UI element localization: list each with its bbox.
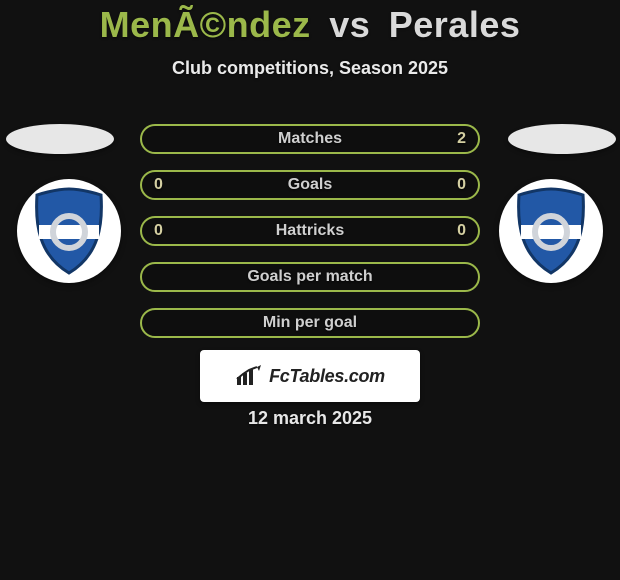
stat-row-hattricks: 0 Hattricks 0 <box>140 216 480 246</box>
stat-label: Hattricks <box>276 222 344 240</box>
shield-icon <box>23 185 115 277</box>
stat-label: Goals <box>288 176 332 194</box>
stat-label: Matches <box>278 130 342 148</box>
bars-icon <box>235 365 263 387</box>
comparison-date: 12 march 2025 <box>0 408 620 429</box>
stat-label: Min per goal <box>263 314 357 332</box>
stats-column: Matches 2 0 Goals 0 0 Hattricks 0 Goals … <box>140 124 480 354</box>
player1-avatar <box>6 124 114 154</box>
stat-row-goals-per-match: Goals per match <box>140 262 480 292</box>
player1-name: MenÃ©ndez <box>100 4 311 45</box>
stat-left-value: 0 <box>154 222 163 240</box>
stat-label: Goals per match <box>247 268 372 286</box>
branding-logo[interactable]: FcTables.com <box>200 350 420 402</box>
player2-name: Perales <box>389 4 521 45</box>
stat-row-matches: Matches 2 <box>140 124 480 154</box>
player2-avatar <box>508 124 616 154</box>
stat-right-value: 0 <box>457 176 466 194</box>
stat-row-min-per-goal: Min per goal <box>140 308 480 338</box>
branding-text: FcTables.com <box>269 366 385 387</box>
title-vs: vs <box>329 4 370 45</box>
shield-icon <box>505 185 597 277</box>
comparison-title: MenÃ©ndez vs Perales <box>0 0 620 46</box>
player1-club-badge <box>17 179 121 283</box>
stat-right-value: 2 <box>457 130 466 148</box>
stat-row-goals: 0 Goals 0 <box>140 170 480 200</box>
stat-left-value: 0 <box>154 176 163 194</box>
stat-right-value: 0 <box>457 222 466 240</box>
player2-club-badge <box>499 179 603 283</box>
subtitle: Club competitions, Season 2025 <box>0 58 620 79</box>
